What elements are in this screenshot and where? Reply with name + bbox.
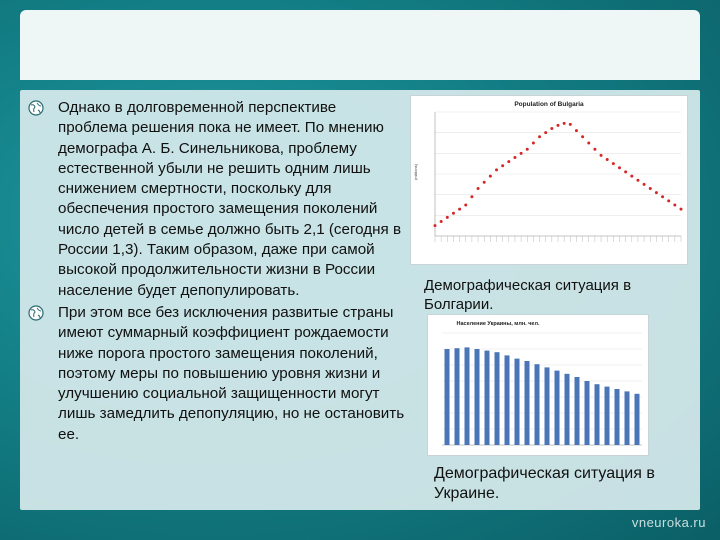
data-point	[667, 199, 671, 203]
bullet-item: Однако в долговременной перспективе проб…	[26, 98, 406, 301]
data-point	[513, 155, 517, 159]
data-point	[654, 191, 658, 195]
data-point	[673, 203, 677, 207]
data-point	[445, 215, 449, 219]
bar	[614, 389, 620, 445]
bar	[514, 358, 520, 445]
text-column: Однако в долговременной перспективе проб…	[26, 98, 406, 447]
data-point	[636, 178, 640, 182]
data-point	[642, 182, 646, 186]
globe-icon	[28, 305, 44, 321]
data-point	[458, 207, 462, 211]
bar	[504, 355, 510, 445]
bar	[534, 364, 540, 445]
bar	[574, 377, 580, 445]
data-point	[507, 160, 511, 164]
data-point	[574, 129, 578, 133]
ukraine-chart-svg: Население Украины, млн. чел.	[442, 321, 642, 446]
data-point	[476, 186, 480, 190]
data-point	[439, 220, 443, 224]
bar	[604, 386, 610, 445]
bar	[624, 391, 630, 445]
bar	[584, 381, 590, 445]
chart-title: Население Украины, млн. чел.	[457, 321, 540, 327]
bullet-text: Однако в долговременной перспективе проб…	[58, 99, 402, 299]
data-point	[550, 127, 554, 131]
data-point	[581, 135, 585, 139]
bar	[484, 350, 490, 445]
bar	[564, 373, 570, 445]
data-point	[568, 122, 572, 126]
data-point	[495, 168, 498, 172]
data-point	[433, 224, 437, 228]
data-point	[630, 174, 634, 178]
data-point	[531, 141, 535, 145]
ukraine-chart: Население Украины, млн. чел.	[427, 314, 649, 456]
data-point	[538, 135, 542, 139]
bar	[454, 348, 460, 445]
data-point	[618, 166, 621, 170]
bar	[524, 361, 530, 445]
data-point	[464, 203, 468, 207]
bar	[634, 393, 640, 445]
data-point	[562, 121, 566, 125]
bulgaria-chart-svg: Population of Bulgaria (millions)	[413, 101, 683, 242]
bulgaria-caption: Демографическая ситуация в Болгарии.	[424, 277, 632, 313]
data-point	[470, 195, 474, 199]
bar	[544, 367, 550, 445]
data-point	[525, 147, 529, 151]
data-point	[451, 211, 455, 215]
slide-title-band	[20, 10, 700, 80]
watermark: vneuroka.ru	[631, 515, 706, 530]
bar	[444, 349, 450, 445]
bar	[474, 349, 480, 445]
bar	[464, 347, 470, 445]
data-point	[488, 174, 492, 178]
ukraine-caption: Демографическая ситуация в Украине.	[434, 465, 655, 502]
bar	[554, 370, 560, 445]
data-point	[648, 186, 652, 190]
data-point	[482, 180, 486, 184]
data-point	[519, 151, 523, 155]
data-point	[679, 207, 683, 211]
data-point	[593, 147, 597, 151]
data-point	[587, 141, 591, 145]
chart-title: Population of Bulgaria	[514, 101, 584, 108]
bar	[494, 352, 500, 445]
bullet-text: При этом все без исключения развитые стр…	[58, 303, 405, 443]
data-point	[611, 162, 615, 166]
data-point	[661, 195, 665, 199]
data-point	[544, 131, 548, 135]
bulgaria-chart: Population of Bulgaria (millions)	[410, 95, 688, 265]
bar	[594, 384, 600, 445]
data-point	[599, 153, 603, 157]
data-point	[605, 158, 609, 162]
data-point	[556, 123, 560, 127]
data-point	[624, 170, 628, 174]
globe-icon	[28, 100, 44, 116]
bullet-item: При этом все без исключения развитые стр…	[26, 303, 406, 445]
data-point	[501, 164, 505, 168]
y-axis-label: (millions)	[413, 163, 418, 180]
